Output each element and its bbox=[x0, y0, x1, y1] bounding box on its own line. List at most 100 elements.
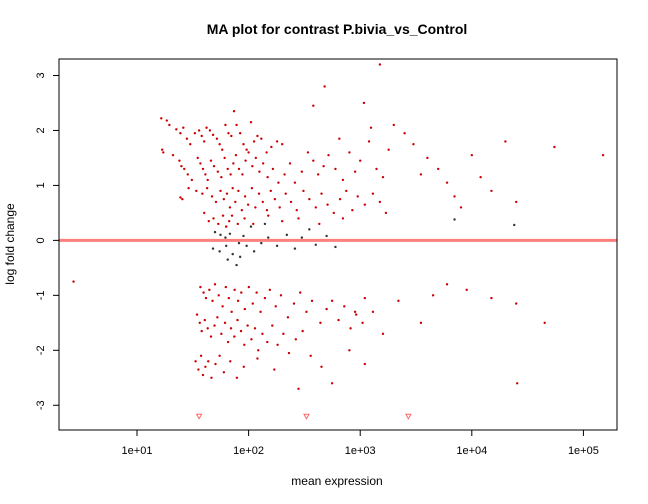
data-point bbox=[363, 296, 367, 300]
data-point bbox=[384, 211, 388, 215]
data-point bbox=[217, 294, 220, 297]
data-point bbox=[490, 189, 493, 193]
data-point bbox=[218, 354, 221, 357]
data-point bbox=[216, 316, 219, 319]
data-point bbox=[241, 173, 244, 176]
data-point bbox=[229, 360, 232, 363]
data-point bbox=[320, 192, 323, 195]
data-point bbox=[294, 338, 298, 341]
data-point bbox=[412, 142, 415, 146]
data-point bbox=[236, 318, 239, 322]
data-point bbox=[261, 200, 264, 204]
data-point bbox=[261, 332, 264, 336]
data-point bbox=[254, 206, 257, 209]
data-point bbox=[361, 321, 364, 325]
data-point bbox=[224, 123, 227, 127]
data-point bbox=[218, 142, 221, 146]
data-point bbox=[226, 258, 229, 261]
data-point bbox=[199, 354, 203, 357]
data-point bbox=[225, 244, 228, 248]
data-point bbox=[226, 167, 229, 171]
x-axis-label: mean expression bbox=[291, 474, 382, 488]
data-point bbox=[213, 283, 217, 286]
data-point bbox=[242, 234, 245, 238]
data-point bbox=[199, 162, 202, 165]
data-point bbox=[330, 382, 334, 385]
data-point bbox=[186, 173, 189, 176]
data-point bbox=[270, 145, 273, 149]
data-point bbox=[160, 117, 163, 120]
data-point bbox=[250, 186, 254, 190]
data-point bbox=[255, 291, 258, 294]
x-tick-label: 1e+01 bbox=[122, 445, 153, 457]
data-point bbox=[185, 137, 189, 140]
data-point bbox=[252, 140, 256, 143]
data-point bbox=[237, 189, 240, 193]
data-point bbox=[316, 173, 320, 176]
data-point bbox=[245, 148, 248, 151]
data-point bbox=[247, 151, 250, 154]
data-point bbox=[229, 327, 233, 330]
data-point bbox=[362, 101, 366, 105]
data-point bbox=[337, 318, 340, 322]
data-point bbox=[203, 318, 206, 322]
data-point bbox=[268, 288, 272, 292]
data-point bbox=[300, 236, 304, 239]
data-point bbox=[265, 151, 268, 154]
data-point bbox=[198, 321, 201, 325]
data-point bbox=[211, 299, 214, 303]
data-point bbox=[348, 151, 351, 154]
data-point bbox=[310, 299, 314, 303]
data-point bbox=[254, 156, 257, 160]
data-point bbox=[308, 228, 311, 231]
data-point bbox=[226, 340, 230, 344]
data-point bbox=[279, 294, 283, 297]
data-point bbox=[212, 164, 216, 168]
data-point bbox=[205, 126, 208, 129]
data-point bbox=[231, 186, 234, 190]
data-point bbox=[231, 252, 234, 256]
data-point bbox=[300, 170, 304, 173]
data-point bbox=[160, 148, 164, 151]
data-point bbox=[217, 222, 220, 226]
data-point bbox=[243, 217, 246, 220]
data-point bbox=[295, 208, 298, 212]
data-point bbox=[515, 302, 518, 305]
data-point bbox=[327, 153, 330, 157]
data-point bbox=[378, 63, 382, 66]
data-point bbox=[349, 327, 352, 330]
data-point bbox=[72, 280, 75, 283]
data-point bbox=[397, 299, 400, 303]
data-point bbox=[197, 368, 200, 371]
data-point bbox=[243, 195, 247, 198]
data-point bbox=[206, 178, 209, 182]
data-point bbox=[240, 291, 243, 294]
data-point bbox=[235, 376, 239, 379]
data-point bbox=[232, 110, 236, 113]
data-point bbox=[288, 162, 292, 165]
data-point bbox=[238, 255, 242, 259]
data-point bbox=[193, 132, 197, 135]
data-point bbox=[263, 222, 267, 226]
data-point bbox=[490, 296, 493, 300]
data-point bbox=[269, 189, 272, 193]
data-point bbox=[227, 219, 231, 223]
data-point bbox=[277, 181, 280, 184]
y-tick-label: 2 bbox=[35, 127, 47, 133]
data-point bbox=[236, 222, 239, 226]
data-point bbox=[246, 324, 249, 327]
data-point bbox=[225, 192, 229, 195]
data-point bbox=[181, 197, 184, 201]
data-point bbox=[200, 134, 203, 138]
data-point bbox=[242, 142, 245, 146]
data-point bbox=[242, 365, 245, 368]
data-point bbox=[246, 203, 250, 206]
data-point bbox=[287, 351, 291, 355]
data-point bbox=[179, 132, 182, 135]
data-point bbox=[220, 175, 223, 179]
data-point bbox=[222, 371, 226, 374]
y-tick-label: 0 bbox=[35, 237, 47, 243]
data-point bbox=[223, 156, 226, 160]
data-point bbox=[234, 153, 238, 157]
data-point bbox=[202, 291, 205, 294]
